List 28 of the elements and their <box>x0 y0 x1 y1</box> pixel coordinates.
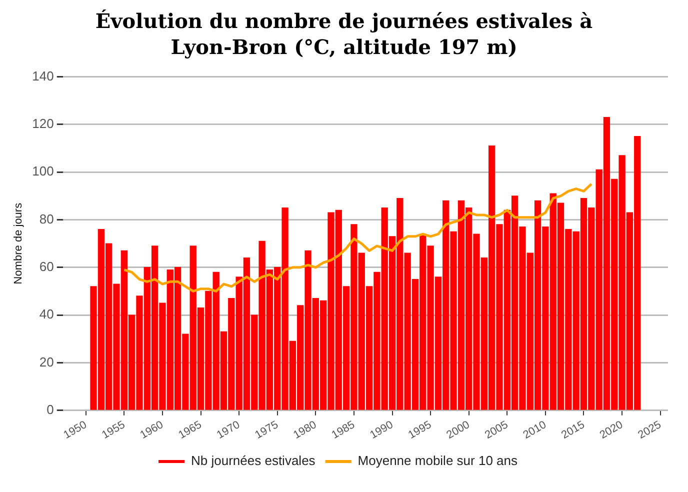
x-tick-label: 2025 <box>636 418 664 442</box>
y-tick-label: 80 <box>39 211 54 226</box>
y-tick-label: 120 <box>32 116 54 132</box>
x-tick-label: 1950 <box>62 418 89 442</box>
x-tick-label: 1955 <box>100 418 128 442</box>
x-tick-label: 2000 <box>444 418 472 442</box>
x-tick-label: 2015 <box>560 418 587 442</box>
y-tick-label: 0 <box>46 402 54 417</box>
x-tick-label: 2005 <box>482 418 510 442</box>
x-tick-label: 1975 <box>253 418 280 442</box>
x-tick-label: 1960 <box>138 418 166 442</box>
y-axis-title: Nombre de jours <box>12 202 25 284</box>
x-tick-label: 1980 <box>291 418 319 442</box>
x-tick-label: 1995 <box>406 418 434 442</box>
x-tick-label: 1970 <box>214 418 242 442</box>
y-tick-label: 140 <box>32 68 54 84</box>
x-tick-label: 1990 <box>368 418 396 442</box>
y-tick-label: 40 <box>39 306 54 322</box>
x-tick-label: 1965 <box>176 418 204 442</box>
x-tick-label: 2010 <box>521 418 548 442</box>
x-tick-label: 2020 <box>598 418 626 442</box>
legend-label: Nb journées estivales <box>191 453 316 468</box>
y-tick-label: 100 <box>32 164 54 179</box>
legend-label: Moyenne mobile sur 10 ans <box>358 453 518 468</box>
y-tick-label: 20 <box>39 354 54 370</box>
y-tick-label: 60 <box>39 258 54 274</box>
chart-title: Évolution du nombre de journées estivales à Lyon-Bron (°C, altitude 197 m) <box>94 8 594 60</box>
x-tick-label: 1985 <box>330 418 357 442</box>
